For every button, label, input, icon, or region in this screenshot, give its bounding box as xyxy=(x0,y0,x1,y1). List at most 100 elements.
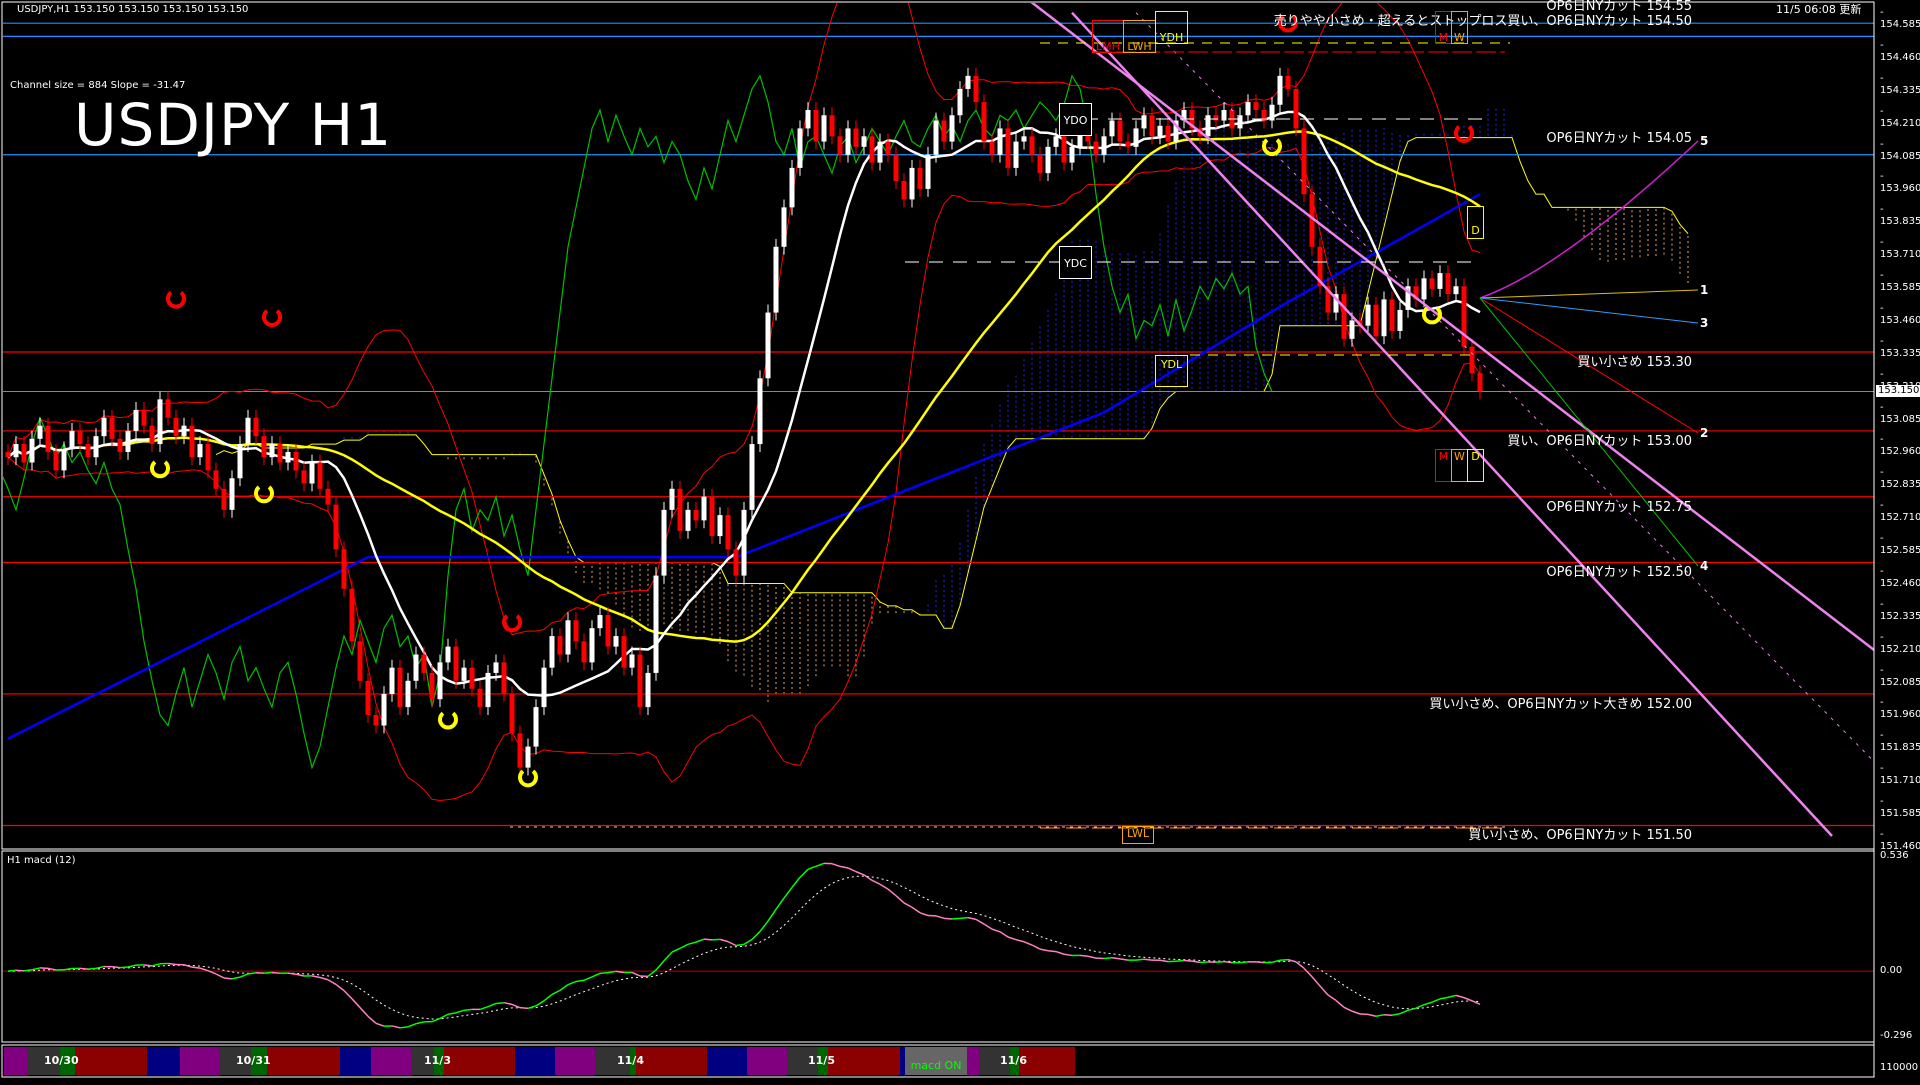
macd-line-segment xyxy=(1144,959,1152,960)
bull-candle xyxy=(686,510,691,531)
macd-line-segment xyxy=(16,970,24,971)
macd-toggle-button[interactable]: macd ON xyxy=(905,1047,967,1075)
bull-candle xyxy=(406,681,411,707)
price-tick-label: - 152.585 xyxy=(1880,533,1920,557)
macd-line-segment xyxy=(560,985,568,991)
bull-candle xyxy=(1438,273,1443,289)
macd-line-segment xyxy=(1392,1014,1400,1016)
price-tick-label: - 153.585 xyxy=(1880,270,1920,294)
bull-candle xyxy=(14,444,19,457)
macd-line-segment xyxy=(1112,958,1120,959)
macd-line-segment xyxy=(112,967,120,968)
bull-candle xyxy=(1454,286,1459,294)
bull-candle xyxy=(590,628,595,662)
macd-line-segment xyxy=(656,961,664,970)
bull-candle xyxy=(670,489,675,510)
bear-candle xyxy=(326,489,331,505)
macd-line-segment xyxy=(968,918,976,920)
macd-line-segment xyxy=(1080,955,1088,956)
macd-line-segment xyxy=(1256,962,1264,963)
bull-candle xyxy=(782,207,787,246)
bear-candle xyxy=(294,452,299,470)
projection-4-line xyxy=(1480,298,1698,566)
macd-line-segment xyxy=(872,880,880,884)
macd-line-segment xyxy=(352,999,360,1008)
macd-line-segment xyxy=(1176,960,1184,961)
bear-candle xyxy=(518,733,523,767)
bear-candle xyxy=(358,641,363,680)
macd-line-segment xyxy=(520,1008,528,1009)
price-tick-label: - 153.835 xyxy=(1880,204,1920,228)
bull-candle xyxy=(1054,136,1059,147)
macd-line-segment xyxy=(328,980,336,985)
macd-line-segment xyxy=(800,869,808,877)
date-label: 11/3 xyxy=(424,1054,451,1067)
macd-line-segment xyxy=(1296,962,1304,968)
macd-line-segment xyxy=(1464,998,1472,1001)
macd-line-segment xyxy=(272,973,280,974)
projection-label-2: 2 xyxy=(1700,426,1708,440)
price-tick-label: - 154.085 xyxy=(1880,139,1920,163)
price-tick-label: - 151.835 xyxy=(1880,730,1920,754)
bull-candle xyxy=(462,668,467,681)
bear-candle xyxy=(1118,121,1123,142)
bear-candle xyxy=(334,505,339,550)
macd-title: H1 macd (12) xyxy=(7,855,75,867)
bear-candle xyxy=(830,115,835,136)
macd-tick-zero: 0.00 xyxy=(1880,965,1902,977)
macd-line-segment xyxy=(200,968,208,971)
macd-line-segment xyxy=(1040,949,1048,951)
bear-candle xyxy=(1286,76,1291,89)
bear-candle xyxy=(318,462,323,488)
bull-candle xyxy=(494,662,499,673)
macd-line-segment xyxy=(1280,960,1288,961)
bull-candle xyxy=(414,655,419,681)
macd-line-segment xyxy=(216,974,224,978)
macd-line-segment xyxy=(1344,1007,1352,1011)
bull-candle xyxy=(1070,147,1075,163)
macd-line-segment xyxy=(1352,1011,1360,1014)
macd-line-segment xyxy=(32,968,40,970)
macd-line-segment xyxy=(24,970,32,971)
lmh-box: LMH xyxy=(1092,20,1124,53)
macd-line-segment xyxy=(544,994,552,1000)
bear-candle xyxy=(174,418,179,436)
macd-line-segment xyxy=(912,907,920,913)
macd-line-segment xyxy=(168,963,176,964)
macd-line-segment xyxy=(360,1008,368,1017)
bull-candle xyxy=(630,655,635,668)
price-tick-label: - 152.460 xyxy=(1880,566,1920,590)
macd-line-segment xyxy=(368,1016,376,1023)
bull-candle xyxy=(566,620,571,654)
price-tick-label: - 153.460 xyxy=(1880,303,1920,327)
bear-candle xyxy=(1430,278,1435,289)
macd-line-segment xyxy=(392,1026,400,1028)
session-segment xyxy=(340,1047,371,1075)
bull-candle xyxy=(102,418,107,436)
bull-candle xyxy=(94,436,99,457)
session-segment xyxy=(267,1047,340,1075)
macd-line-segment xyxy=(896,896,904,903)
macd-line-segment xyxy=(744,939,752,944)
macd-line-segment xyxy=(512,1004,520,1007)
level-label: 買い小さめ、OP6日NYカット大きめ 152.00 xyxy=(1429,698,1692,712)
sell-signal-icon xyxy=(1456,127,1472,141)
macd-line-segment xyxy=(464,1009,472,1010)
bull-candle xyxy=(1246,102,1251,115)
macd-line-segment xyxy=(128,965,136,967)
macd-signal-line xyxy=(8,876,1480,1019)
macd-line-segment xyxy=(1336,1000,1344,1007)
bear-candle xyxy=(990,142,995,155)
bull-candle xyxy=(534,707,539,746)
macd-line-segment xyxy=(672,948,680,952)
bull-candle xyxy=(1382,299,1387,336)
bear-candle xyxy=(1062,136,1067,162)
bear-candle xyxy=(894,155,899,181)
bull-candle xyxy=(1102,136,1107,154)
bull-candle xyxy=(862,136,867,147)
bear-candle xyxy=(982,102,987,141)
bear-candle xyxy=(1030,136,1035,154)
price-tick-label: - 152.210 xyxy=(1880,632,1920,656)
bear-candle xyxy=(430,673,435,699)
